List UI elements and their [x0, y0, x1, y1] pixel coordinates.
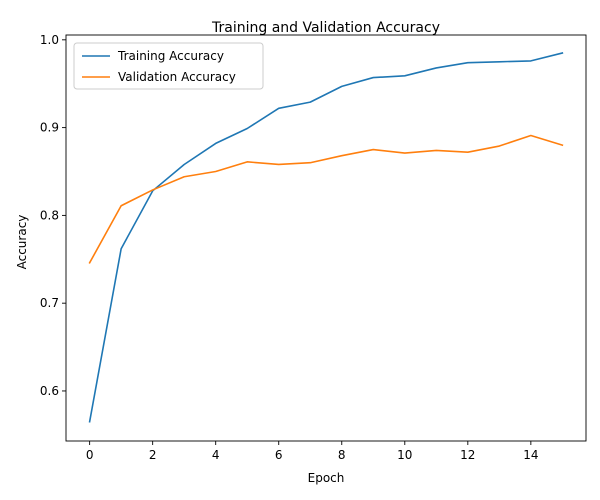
- x-tick-label: 12: [460, 448, 475, 462]
- y-tick-label: 0.6: [40, 384, 59, 398]
- axes: 0 2 4 6 8 10 12 14 0.6 0.7 0.8 0.9 1.0: [40, 33, 587, 462]
- legend: Training Accuracy Validation Accuracy: [73, 42, 264, 90]
- series-line-2: [88, 134, 564, 264]
- chart-title: Training and Validation Accuracy: [211, 20, 440, 36]
- y-tick-label: 0.8: [40, 208, 59, 222]
- x-tick-label: 4: [212, 448, 220, 462]
- series-line-1: [88, 52, 564, 423]
- plot-area: [88, 52, 564, 423]
- x-tick-label: 14: [523, 448, 538, 462]
- x-tick-label: 8: [338, 448, 346, 462]
- legend-box: [73, 42, 264, 90]
- legend-label-1: Training Accuracy: [117, 49, 224, 63]
- legend-label-2: Validation Accuracy: [118, 70, 236, 84]
- x-axis-label: Epoch: [308, 471, 345, 485]
- x-tick-label: 2: [149, 448, 157, 462]
- x-tick-label: 0: [86, 448, 94, 462]
- axes-frame: [65, 34, 587, 442]
- y-tick-label: 0.9: [40, 121, 59, 135]
- y-axis-label: Accuracy: [15, 215, 29, 270]
- x-tick-label: 10: [397, 448, 412, 462]
- y-tick-label: 0.7: [40, 296, 59, 310]
- x-tick-label: 6: [275, 448, 283, 462]
- y-tick-label: 1.0: [40, 33, 59, 47]
